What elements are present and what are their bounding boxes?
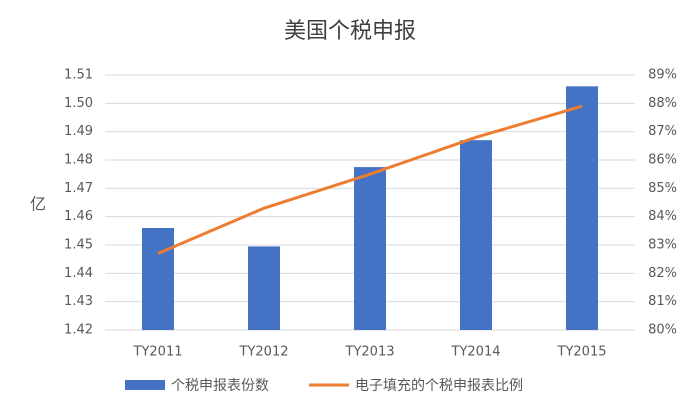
x-tick-label: TY2013 [345,345,395,360]
line [157,104,583,255]
y-tick-label: 1.49 [64,124,93,139]
x-tick-label: TY2012 [239,345,289,360]
y2-tick-label: 86% [648,153,677,168]
y2-tick-label: 89% [648,68,677,83]
y2-tick-label: 82% [648,266,677,281]
legend-swatch [125,380,165,390]
y2-tick-label: 84% [648,209,677,224]
y-tick-label: 1.51 [64,68,93,83]
y2-tick-label: 87% [648,124,677,139]
y-tick-label: 1.46 [64,209,93,224]
y-tick-label: 1.47 [64,181,93,196]
y2-tick-label: 88% [648,96,677,111]
bar [460,140,492,330]
y-tick-label: 1.50 [64,96,93,111]
y2-tick-label: 81% [648,294,677,309]
y2-tick-label: 83% [648,238,677,253]
legend-label: 个税申报表份数 [171,378,269,394]
y2-tick-label: 85% [648,181,677,196]
y-tick-label: 1.42 [64,323,93,338]
y-tick-label: 1.45 [64,238,93,253]
y2-tick-label: 80% [648,323,677,338]
chart-title: 美国个税申报 [284,19,416,44]
y-tick-label: 1.43 [64,294,93,309]
bar [142,228,174,330]
x-tick-label: TY2011 [133,345,183,360]
y-tick-label: 1.48 [64,153,93,168]
legend-label: 电子填充的个税申报表比例 [355,378,523,394]
bar [566,86,598,330]
x-tick-label: TY2014 [451,345,501,360]
y-axis-label: 亿 [30,195,46,214]
bar [354,167,386,330]
y-tick-label: 1.44 [64,266,93,281]
x-tick-label: TY2015 [557,345,607,360]
bar [248,246,280,330]
